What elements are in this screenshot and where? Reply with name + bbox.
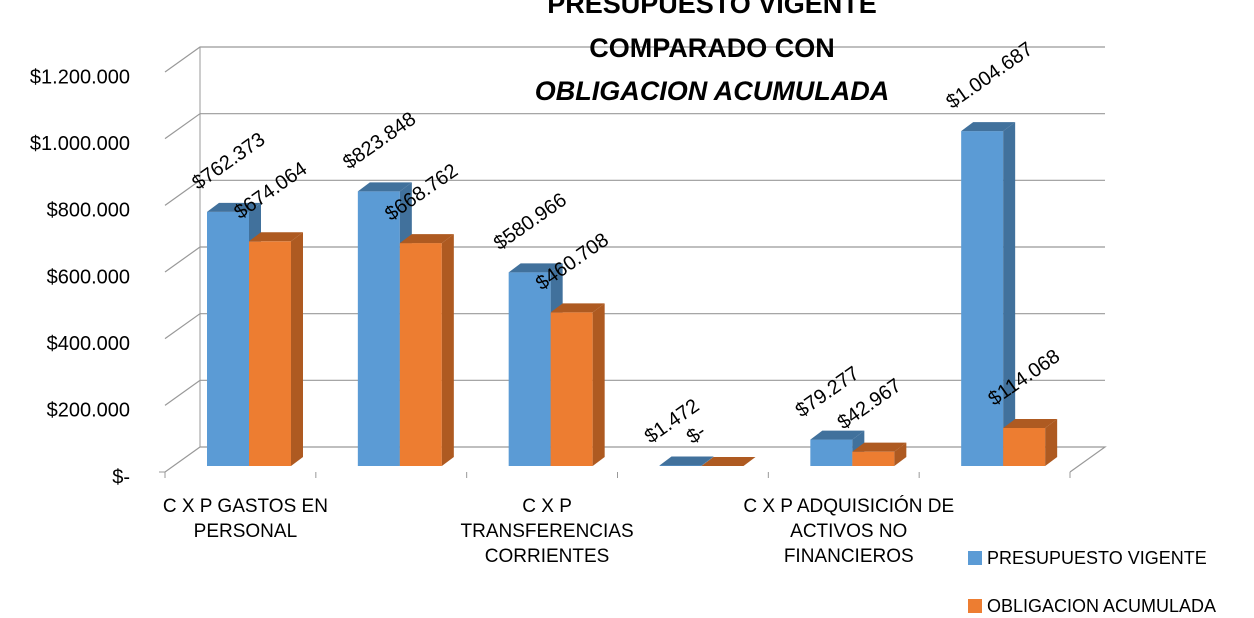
bar — [207, 211, 249, 466]
x-tick-label: C X P ADQUISICIÓN DE ACTIVOS NO FINANCIE… — [743, 496, 955, 567]
data-label: $674.064 — [230, 158, 311, 224]
grid-line — [164, 313, 1105, 340]
bar-top — [357, 182, 412, 192]
grid-line — [164, 46, 1105, 73]
legend-label: OBLIGACION ACUMULADA — [987, 596, 1216, 616]
bar-top — [550, 303, 605, 313]
bar — [1003, 427, 1046, 466]
y-tick-label: $400.000 — [47, 333, 130, 355]
data-label: $460.708 — [532, 229, 613, 295]
grid-line — [164, 113, 1105, 140]
bar — [399, 243, 442, 466]
bar-side — [441, 234, 454, 466]
y-tick-label: $200.000 — [47, 400, 130, 422]
chart-title: OBLIGACION ACUMULADA — [535, 76, 889, 106]
grid-line — [164, 246, 1105, 273]
bar-side — [592, 303, 605, 466]
data-label: $1.004.687 — [942, 38, 1037, 113]
legend-label: PRESUPUESTO VIGENTE — [987, 548, 1207, 568]
bar-top — [659, 456, 714, 466]
bar — [961, 131, 1004, 466]
y-tick-label: $1.000.000 — [30, 133, 130, 155]
bar-top — [701, 457, 756, 466]
chart-title: PRESUPUESTO VIGENTE — [547, 0, 877, 19]
data-label: $580.966 — [490, 189, 571, 255]
y-tick-label: $600.000 — [47, 266, 130, 288]
bar-side — [1003, 122, 1016, 466]
grid-line — [164, 379, 1105, 406]
bar-top — [207, 202, 261, 212]
bar — [550, 312, 593, 466]
chart-title: COMPARADO CON — [589, 33, 835, 63]
y-tick-label: $800.000 — [47, 200, 130, 222]
x-tick-label: C X P TRANSFERENCIAS CORRIENTES — [460, 496, 634, 567]
bar-top — [1003, 418, 1058, 428]
bar-side — [701, 456, 714, 466]
bar-top — [961, 122, 1016, 132]
bar-top — [852, 442, 907, 452]
bar-side — [1045, 418, 1058, 466]
bar-top — [810, 430, 865, 440]
y-tick-label: $1.200.000 — [30, 66, 130, 88]
legend-swatch — [968, 551, 982, 565]
floor — [164, 446, 1107, 473]
bar-side — [291, 232, 303, 466]
bar-top — [399, 234, 454, 244]
legend-swatch — [968, 599, 982, 613]
bar-top — [508, 263, 563, 273]
bar — [810, 439, 853, 466]
grid-line — [164, 179, 1105, 206]
x-tick-label: C X P GASTOS EN PERSONAL — [162, 496, 328, 542]
data-label: $823.848 — [339, 108, 420, 174]
y-tick-label: $- — [112, 466, 130, 488]
bar — [852, 451, 895, 466]
bar — [357, 191, 400, 466]
bar — [508, 272, 551, 466]
bar-side — [894, 442, 907, 466]
bar-top — [249, 232, 303, 242]
bar — [249, 241, 291, 466]
